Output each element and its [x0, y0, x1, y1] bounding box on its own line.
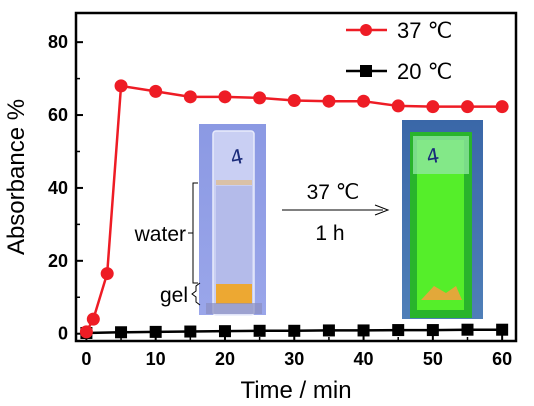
legend-label-20c: 20 ℃ — [397, 59, 452, 84]
plot-frame — [74, 11, 518, 343]
data-point — [114, 79, 128, 93]
data-point — [357, 94, 371, 108]
data-point — [218, 90, 232, 104]
data-point — [392, 324, 405, 337]
series-37c — [79, 79, 509, 339]
x-tick-label: 0 — [81, 349, 91, 369]
x-tick-label: 60 — [492, 349, 512, 369]
transition-arrow-head — [374, 204, 390, 216]
data-point — [460, 100, 474, 114]
data-point — [322, 324, 335, 337]
inset-photo-right: 4 — [402, 120, 483, 319]
data-point — [461, 323, 474, 336]
data-point — [391, 99, 405, 113]
gel-label: gel — [160, 284, 188, 307]
gel-bracket — [191, 282, 201, 306]
x-tick-label: 40 — [354, 349, 374, 369]
y-tick-label: 80 — [48, 32, 68, 52]
y-tick-label: 60 — [48, 105, 68, 125]
data-point — [100, 267, 114, 281]
y-axis-title: Absorbance % — [3, 99, 30, 255]
y-tick-label: 20 — [48, 251, 68, 271]
water-label: water — [134, 223, 186, 246]
tick-labels: 0 10 20 30 40 50 60 0 20 40 60 80 — [48, 32, 512, 369]
x-tick-label: 10 — [146, 349, 166, 369]
series-20c — [80, 323, 509, 339]
data-point — [184, 325, 197, 338]
left-vial-number: 4 — [228, 144, 245, 170]
series-layer — [79, 79, 509, 339]
legend: 37 ℃ 20 ℃ — [346, 18, 452, 84]
data-point — [79, 325, 93, 339]
data-point — [253, 91, 267, 105]
data-point — [288, 324, 301, 337]
data-point — [426, 100, 440, 114]
transition-time-label: 1 h — [315, 222, 344, 245]
inset-photo-left: 4 — [199, 124, 266, 316]
data-point — [149, 84, 163, 98]
data-point — [287, 93, 301, 107]
data-point — [253, 324, 266, 337]
data-point — [357, 324, 370, 337]
x-axis-title: Time / min — [240, 377, 351, 404]
x-tick-label: 20 — [215, 349, 235, 369]
right-vial-number: 4 — [424, 143, 441, 169]
data-point — [149, 325, 162, 338]
data-point — [495, 100, 509, 114]
data-point — [322, 94, 336, 108]
x-tick-label: 30 — [284, 349, 304, 369]
data-point — [218, 325, 231, 338]
data-point — [183, 90, 197, 104]
data-point — [496, 323, 509, 336]
data-point — [426, 324, 439, 337]
inset-annotations: water gel 37 ℃ 1 h — [134, 181, 390, 307]
legend-label-37c: 37 ℃ — [397, 18, 452, 43]
y-tick-label: 0 — [58, 324, 68, 344]
legend-entry-20c: 20 ℃ — [346, 59, 452, 84]
data-point — [86, 312, 100, 326]
transition-temperature-label: 37 ℃ — [307, 181, 360, 204]
y-tick-label: 40 — [48, 178, 68, 198]
data-point — [115, 326, 128, 339]
water-bracket — [192, 182, 198, 284]
legend-entry-37c: 37 ℃ — [346, 18, 452, 43]
x-tick-label: 50 — [423, 349, 443, 369]
